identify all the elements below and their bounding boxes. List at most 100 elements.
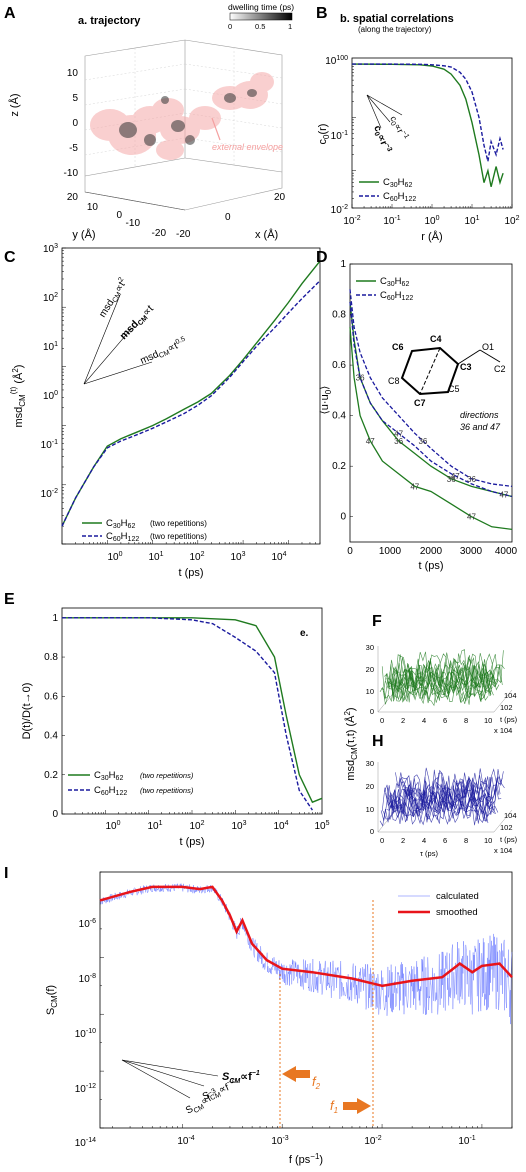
curve-label: 47 bbox=[366, 437, 375, 446]
f-taumult: x 104 bbox=[494, 726, 512, 735]
b-xtick: 100 bbox=[424, 215, 439, 227]
panel-e-letter: E bbox=[4, 591, 15, 608]
z-tick: -10 bbox=[64, 168, 79, 179]
power-law-b-3: c0∝r−3 bbox=[370, 124, 393, 155]
waterfall-h bbox=[379, 767, 505, 827]
legend-note: (two repetitions) bbox=[140, 771, 194, 780]
e-xtick: 105 bbox=[314, 820, 329, 832]
envelope-arrow bbox=[211, 117, 221, 141]
line-d-3 bbox=[349, 301, 513, 498]
line-d-2 bbox=[349, 289, 513, 488]
line-c60 bbox=[352, 63, 504, 162]
waterfall-trace bbox=[394, 649, 503, 689]
legend-c: C30H62 (two repetitions) C60H122 (two re… bbox=[82, 518, 207, 543]
ticks-b bbox=[351, 63, 513, 209]
plot-area-d bbox=[349, 263, 513, 543]
d-ytick: 0.2 bbox=[332, 461, 346, 472]
e-ytick: 0.4 bbox=[44, 731, 58, 742]
h-taumult: x 104 bbox=[494, 846, 512, 855]
panel-d-xlabel: t (ps) bbox=[418, 560, 443, 572]
panel-a-xlabel: x (Å) bbox=[255, 228, 278, 241]
atom-label: C2 bbox=[494, 364, 506, 374]
line-calculated bbox=[99, 882, 513, 1025]
panel-i: I 10-6 10-8 10-10 10-12 10-14 10-4 10-3 … bbox=[4, 865, 513, 1166]
c-ytick: 103 bbox=[43, 243, 58, 255]
series-e bbox=[62, 617, 323, 811]
i-xtick: 10-4 bbox=[177, 1135, 194, 1147]
panel-e: E e. 10.80.60.40.20 100 101 102 103 104 … bbox=[4, 591, 330, 848]
d-xtick: 0 bbox=[347, 546, 353, 557]
h-tautick: 4 bbox=[422, 836, 426, 845]
h-ztick: 10 bbox=[366, 805, 374, 814]
trajectory-cloud bbox=[90, 72, 274, 160]
c-xtick: 104 bbox=[271, 551, 286, 563]
e-ytick: 1 bbox=[52, 613, 58, 624]
c-ytick: 101 bbox=[43, 341, 58, 353]
power-law-c-2: msdCM∝t2 bbox=[96, 276, 130, 320]
h-ztick: 30 bbox=[366, 759, 374, 768]
atom-label: C4 bbox=[430, 334, 442, 344]
waterfall-trace bbox=[383, 786, 492, 822]
h-ttick: 102 bbox=[500, 823, 513, 832]
colorbar bbox=[229, 12, 293, 21]
waterfall-trace bbox=[392, 775, 502, 810]
line-c60 bbox=[61, 280, 321, 527]
z-tick: -5 bbox=[69, 143, 78, 154]
panel-i-ylabel: SCM(f) bbox=[45, 985, 59, 1015]
panel-a-ylabel: y (Å) bbox=[72, 228, 95, 241]
panel-b-ylabel: c0(r) bbox=[317, 124, 331, 145]
d-ytick: 1 bbox=[340, 259, 346, 270]
e-ytick: 0.6 bbox=[44, 691, 58, 702]
power-law-b-1: c0∝r−1 bbox=[386, 114, 410, 143]
curve-label: 47 bbox=[394, 429, 403, 438]
legend-label-smoothed: smoothed bbox=[436, 907, 478, 918]
curve-label: 36 bbox=[447, 475, 456, 484]
panel-c-letter: C bbox=[4, 249, 16, 266]
curve-label: 36 bbox=[394, 437, 403, 446]
h-ztick: 0 bbox=[370, 827, 374, 836]
panel-a: A a. trajectory dwelling time (ps) 0 0.5… bbox=[4, 2, 294, 241]
z-tick: 10 bbox=[67, 68, 79, 79]
yticks-d: 1 0.8 0.6 0.4 0.2 0 bbox=[332, 259, 353, 523]
atom-label: C6 bbox=[392, 342, 404, 352]
panel-h-letter: H bbox=[372, 733, 384, 750]
b-xtick: 10-1 bbox=[383, 215, 400, 227]
atom-label: C8 bbox=[388, 376, 400, 386]
fh-zlabel: msdCM(τ,t) (Å2) bbox=[343, 707, 359, 780]
waterfall-f bbox=[379, 649, 505, 707]
i-xtick: 10-1 bbox=[458, 1135, 475, 1147]
line-d-0 bbox=[349, 301, 513, 498]
legend-label-c30: C30H62 bbox=[383, 177, 412, 189]
y-tick: -20 bbox=[152, 228, 167, 239]
c-xtick: 101 bbox=[148, 551, 163, 563]
panel-e-title: e. bbox=[300, 628, 309, 639]
d-ytick: 0 bbox=[340, 512, 346, 523]
f-tautick: 2 bbox=[401, 716, 405, 725]
waterfall-trace bbox=[391, 775, 501, 812]
box-3d bbox=[84, 39, 283, 211]
legend-label-calculated: calculated bbox=[436, 891, 479, 902]
d-xtick: 4000 bbox=[495, 546, 518, 557]
waterfall-trace bbox=[380, 785, 490, 825]
atom-label: C3 bbox=[460, 362, 472, 372]
i-ytick: 10-6 bbox=[79, 918, 96, 930]
b-ytick: 10100 bbox=[325, 55, 348, 67]
f1-arrow-icon bbox=[343, 1098, 371, 1114]
legend-label-c60: C60H122 bbox=[94, 785, 127, 797]
c-xtick: 102 bbox=[189, 551, 204, 563]
y-tick: 10 bbox=[87, 202, 99, 213]
h-ttick: 104 bbox=[504, 811, 517, 820]
waterfall-trace bbox=[396, 653, 505, 685]
atom-label: O1 bbox=[482, 342, 494, 352]
power-law-c-1: msdCM∝t bbox=[118, 303, 157, 343]
legend-i: calculated smoothed bbox=[398, 891, 479, 918]
cbar-tick: 1 bbox=[288, 22, 292, 31]
waterfall-trace bbox=[384, 781, 493, 820]
panel-e-ylabel: D(t)/D(t→0) bbox=[21, 683, 33, 740]
e-ytick: 0 bbox=[52, 809, 58, 820]
ticks-c bbox=[61, 247, 321, 545]
envelope-annotation: external envelope bbox=[212, 142, 283, 152]
power-law-lines-i bbox=[121, 1059, 219, 1099]
x-tick: -20 bbox=[176, 229, 191, 240]
